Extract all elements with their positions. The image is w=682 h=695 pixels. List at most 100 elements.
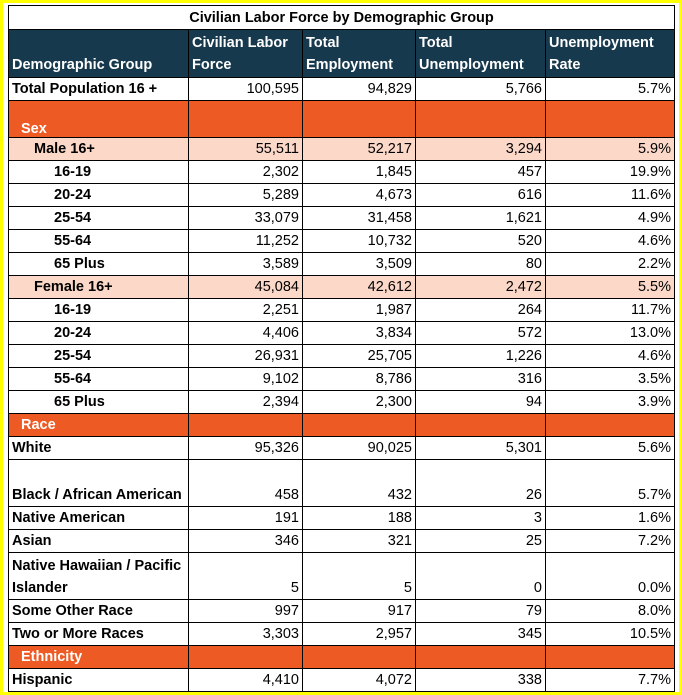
cell: 3,303 <box>188 622 303 646</box>
cell: 100,595 <box>188 77 303 101</box>
cell: 188 <box>302 506 416 530</box>
cell: 1,226 <box>415 344 546 368</box>
cell: 9,102 <box>188 367 303 391</box>
cell: 338 <box>415 668 546 692</box>
row-label: White <box>8 436 189 460</box>
cell: 3,294 <box>415 137 546 161</box>
cell: 2,251 <box>188 298 303 322</box>
table-row: 65 Plus 3,589 3,509 80 2.2% <box>8 252 675 276</box>
column-header: Total Unemployment <box>415 29 546 78</box>
table-row: 65 Plus 2,394 2,300 94 3.9% <box>8 390 675 414</box>
cell: 80 <box>415 252 546 276</box>
cell: 2.2% <box>545 252 675 276</box>
header-row: Demographic Group Civilian Labor Force T… <box>8 29 675 78</box>
cell: 11.7% <box>545 298 675 322</box>
cell: 26,931 <box>188 344 303 368</box>
cell: 4.6% <box>545 344 675 368</box>
cell: 25,705 <box>302 344 416 368</box>
cell: 0.0% <box>545 552 675 600</box>
cell: 13.0% <box>545 321 675 345</box>
table-row: 55-64 9,102 8,786 316 3.5% <box>8 367 675 391</box>
cell: 2,957 <box>302 622 416 646</box>
row-label: 20-24 <box>8 183 189 207</box>
category-row-race: Race <box>8 413 675 437</box>
cell: 3.9% <box>545 390 675 414</box>
table-row: 20-24 4,406 3,834 572 13.0% <box>8 321 675 345</box>
cell: 90,025 <box>302 436 416 460</box>
table-row: Black / African American 458 432 26 5.7% <box>8 459 675 507</box>
cell: 5.7% <box>545 77 675 101</box>
column-header: Total Employment <box>302 29 416 78</box>
cell: 11,252 <box>188 229 303 253</box>
cell: 458 <box>188 459 303 507</box>
table-row: 20-24 5,289 4,673 616 11.6% <box>8 183 675 207</box>
cell: 264 <box>415 298 546 322</box>
table-row: 16-19 2,251 1,987 264 11.7% <box>8 298 675 322</box>
cell: 3,509 <box>302 252 416 276</box>
table-title: Civilian Labor Force by Demographic Grou… <box>8 5 675 30</box>
cell: 45,084 <box>188 275 303 299</box>
cell: 3,589 <box>188 252 303 276</box>
row-label: Native American <box>8 506 189 530</box>
cell: 4.6% <box>545 229 675 253</box>
row-label: 20-24 <box>8 321 189 345</box>
cell: 26 <box>415 459 546 507</box>
table-row: Hispanic 4,410 4,072 338 7.7% <box>8 668 675 692</box>
cell: 2,300 <box>302 390 416 414</box>
cell: 52,217 <box>302 137 416 161</box>
category-row-sex: Sex <box>8 100 675 138</box>
row-label: 25-54 <box>8 206 189 230</box>
title-row: Civilian Labor Force by Demographic Grou… <box>8 5 675 30</box>
category-row-ethnicity: Ethnicity <box>8 645 675 669</box>
row-label: Female 16+ <box>8 275 189 299</box>
column-header: Demographic Group <box>8 29 189 78</box>
cell: 1,987 <box>302 298 416 322</box>
cell: 316 <box>415 367 546 391</box>
cell: 10,732 <box>302 229 416 253</box>
row-label: Asian <box>8 529 189 553</box>
cell: 2,472 <box>415 275 546 299</box>
table-row: 16-19 2,302 1,845 457 19.9% <box>8 160 675 184</box>
cell: 3,834 <box>302 321 416 345</box>
cell: 616 <box>415 183 546 207</box>
cell: 3 <box>415 506 546 530</box>
cell: 0 <box>415 552 546 600</box>
row-label: 16-19 <box>8 160 189 184</box>
cell: 345 <box>415 622 546 646</box>
cell: 42,612 <box>302 275 416 299</box>
category-label: Ethnicity <box>8 645 189 669</box>
column-header: Unemployment Rate <box>545 29 675 78</box>
table-row: 55-64 11,252 10,732 520 4.6% <box>8 229 675 253</box>
column-header: Civilian Labor Force <box>188 29 303 78</box>
cell: 5 <box>188 552 303 600</box>
cell: 321 <box>302 529 416 553</box>
cell: 94 <box>415 390 546 414</box>
table-row: Some Other Race 997 917 79 8.0% <box>8 599 675 623</box>
cell: 8.0% <box>545 599 675 623</box>
row-label: Two or More Races <box>8 622 189 646</box>
cell: 31,458 <box>302 206 416 230</box>
cell: 4.9% <box>545 206 675 230</box>
cell: 7.7% <box>545 668 675 692</box>
cell: 346 <box>188 529 303 553</box>
subgroup-row-female: Female 16+ 45,084 42,612 2,472 5.5% <box>8 275 675 299</box>
cell: 25 <box>415 529 546 553</box>
cell: 5.7% <box>545 459 675 507</box>
row-label: Total Population 16 + <box>8 77 189 101</box>
table-row: Native American 191 188 3 1.6% <box>8 506 675 530</box>
cell: 191 <box>188 506 303 530</box>
cell: 95,326 <box>188 436 303 460</box>
row-label: 16-19 <box>8 298 189 322</box>
table-row: White 95,326 90,025 5,301 5.6% <box>8 436 675 460</box>
row-label: 55-64 <box>8 367 189 391</box>
cell: 5,301 <box>415 436 546 460</box>
cell: 5.6% <box>545 436 675 460</box>
cell: 457 <box>415 160 546 184</box>
row-label: Hispanic <box>8 668 189 692</box>
cell: 4,072 <box>302 668 416 692</box>
cell: 11.6% <box>545 183 675 207</box>
row-label: Native Hawaiian / Pacific Islander <box>8 552 189 600</box>
row-label: Male 16+ <box>8 137 189 161</box>
row-label: 65 Plus <box>8 390 189 414</box>
